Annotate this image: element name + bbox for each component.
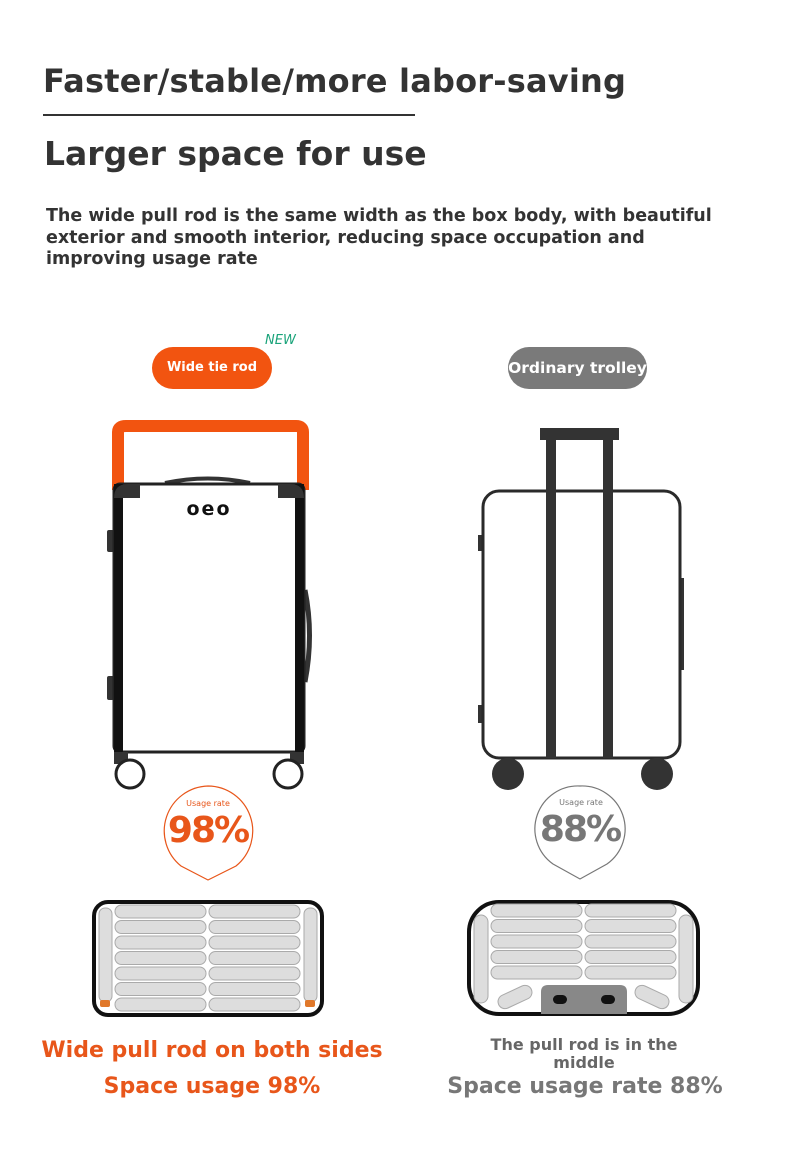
packing-item <box>114 997 207 1012</box>
packing-item <box>114 920 207 934</box>
packing-item <box>490 934 583 949</box>
center-rod-housing <box>541 985 627 1014</box>
packing-item <box>208 951 301 965</box>
packing-item <box>114 904 207 919</box>
usage-value-left: 98% <box>167 810 250 851</box>
ordinary-trolley-badge: Ordinary trolley <box>508 347 647 389</box>
usage-bubble-left <box>163 785 254 881</box>
packing-item <box>114 951 207 965</box>
wheel-icon <box>641 758 673 790</box>
packing-item <box>490 903 583 918</box>
new-tag: NEW <box>265 333 296 348</box>
usage-bubble-right <box>534 785 626 880</box>
ordinary-suitcase-illustration <box>478 428 684 790</box>
packing-item <box>584 903 677 918</box>
section-heading: Larger space for use <box>44 134 427 173</box>
packing-item <box>208 997 301 1012</box>
wide-rod-suitcase-illustration <box>107 420 312 790</box>
packing-item <box>208 982 301 996</box>
wheel-icon <box>272 758 304 790</box>
usage-value-right: 88% <box>539 809 622 850</box>
orange-wide-handle <box>112 420 309 490</box>
packing-item <box>584 934 677 949</box>
packing-item <box>114 982 207 996</box>
right-summary: Space usage rate 88% <box>447 1074 723 1099</box>
usage-label-left: Usage rate <box>186 799 230 808</box>
left-caption: Wide pull rod on both sides <box>41 1038 383 1063</box>
packing-item <box>490 919 583 933</box>
packing-item <box>208 920 301 934</box>
packing-item <box>490 965 583 980</box>
wide-rod-cross-section <box>92 900 324 1017</box>
center-handle <box>540 428 619 440</box>
brand-logo: oeo <box>186 498 232 520</box>
usage-label-right: Usage rate <box>559 798 603 807</box>
packing-item <box>584 950 677 964</box>
packing-item <box>490 950 583 964</box>
ordinary-cross-section <box>467 900 700 1016</box>
packing-item <box>114 935 207 950</box>
description-text: The wide pull rod is the same width as t… <box>46 206 712 269</box>
wheel-icon <box>114 758 146 790</box>
wheel-icon <box>492 758 524 790</box>
right-caption: The pull rod is in the middle <box>490 1035 678 1072</box>
packing-item <box>584 919 677 933</box>
packing-item <box>208 935 301 950</box>
wide-tie-rod-badge: Wide tie rod <box>152 347 272 389</box>
packing-item <box>114 966 207 981</box>
packing-item <box>208 966 301 981</box>
page-title: Faster/stable/more labor-saving <box>43 62 627 100</box>
packing-item <box>584 965 677 980</box>
title-divider <box>43 114 415 116</box>
packing-item <box>208 904 301 919</box>
left-summary: Space usage 98% <box>103 1074 321 1099</box>
